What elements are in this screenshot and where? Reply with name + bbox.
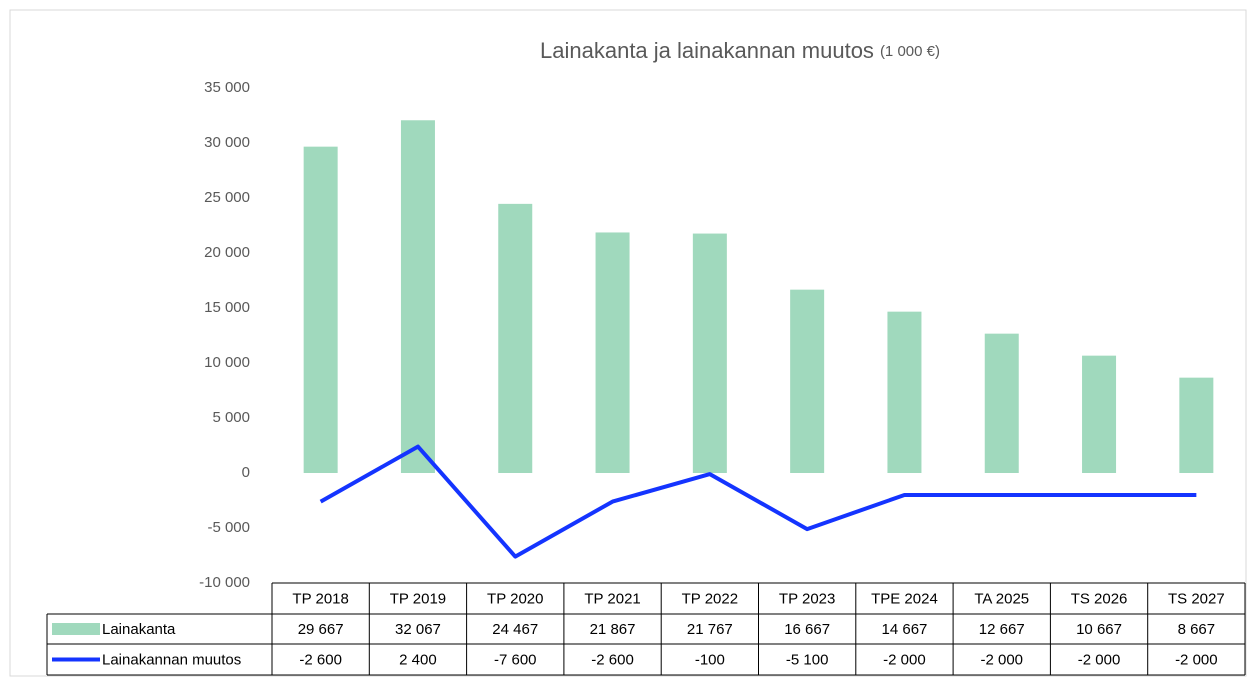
data-label: 32 067 <box>395 621 441 638</box>
bar <box>1082 355 1117 473</box>
y-tick-label: 5 000 <box>212 409 250 426</box>
y-tick-label: 35 000 <box>204 79 250 96</box>
x-tick-label: TP 2023 <box>779 590 835 607</box>
legend-label: Lainakannan muutos <box>102 651 241 668</box>
x-tick-label: TPE 2024 <box>871 590 938 607</box>
data-label: 10 667 <box>1076 621 1122 638</box>
data-label: 29 667 <box>298 621 344 638</box>
data-label: 12 667 <box>979 621 1025 638</box>
bar <box>790 289 825 473</box>
x-tick-label: TP 2018 <box>292 590 348 607</box>
y-tick-label: 20 000 <box>204 244 250 261</box>
x-tick-label: TA 2025 <box>974 590 1029 607</box>
y-tick-label: -10 000 <box>199 574 250 591</box>
bar <box>1179 377 1214 473</box>
data-label: -7 600 <box>494 651 537 668</box>
y-tick-label: 0 <box>242 464 250 481</box>
y-tick-label: 15 000 <box>204 299 250 316</box>
line <box>319 444 1197 559</box>
bar <box>595 232 630 473</box>
data-label: 14 667 <box>882 621 928 638</box>
y-tick-label: 30 000 <box>204 134 250 151</box>
chart-title-group: Lainakanta ja lainakannan muutos (1 000 €… <box>540 38 940 63</box>
data-label: -100 <box>695 651 725 668</box>
bar <box>303 146 338 473</box>
bar <box>692 233 727 473</box>
y-tick-label: 10 000 <box>204 354 250 371</box>
bar <box>498 203 533 473</box>
data-label: -2 600 <box>299 651 342 668</box>
x-tick-label: TS 2027 <box>1168 590 1225 607</box>
data-label: 21 867 <box>590 621 636 638</box>
data-label: 21 767 <box>687 621 733 638</box>
y-tick-label: -5 000 <box>207 519 250 536</box>
data-label: -2 000 <box>1175 651 1218 668</box>
x-tick-label: TP 2022 <box>682 590 738 607</box>
x-tick-label: TS 2026 <box>1071 590 1128 607</box>
chart-subtitle: (1 000 €) <box>880 43 940 60</box>
legend-key <box>52 623 100 635</box>
bar <box>887 311 922 473</box>
y-tick-label: 25 000 <box>204 189 250 206</box>
bar <box>400 120 435 473</box>
data-label: -2 600 <box>591 651 634 668</box>
data-label: 8 667 <box>1178 621 1216 638</box>
x-tick-label: TP 2019 <box>390 590 446 607</box>
bar <box>984 333 1019 473</box>
data-label: -2 000 <box>883 651 926 668</box>
data-label: 2 400 <box>399 651 437 668</box>
data-label: -5 100 <box>786 651 829 668</box>
x-tick-label: TP 2021 <box>584 590 640 607</box>
data-label: 24 467 <box>492 621 538 638</box>
chart-title: Lainakanta ja lainakannan muutos <box>540 38 874 63</box>
data-label: 16 667 <box>784 621 830 638</box>
data-label: -2 000 <box>980 651 1023 668</box>
x-tick-label: TP 2020 <box>487 590 543 607</box>
data-label: -2 000 <box>1078 651 1121 668</box>
legend-label: Lainakanta <box>102 621 176 638</box>
